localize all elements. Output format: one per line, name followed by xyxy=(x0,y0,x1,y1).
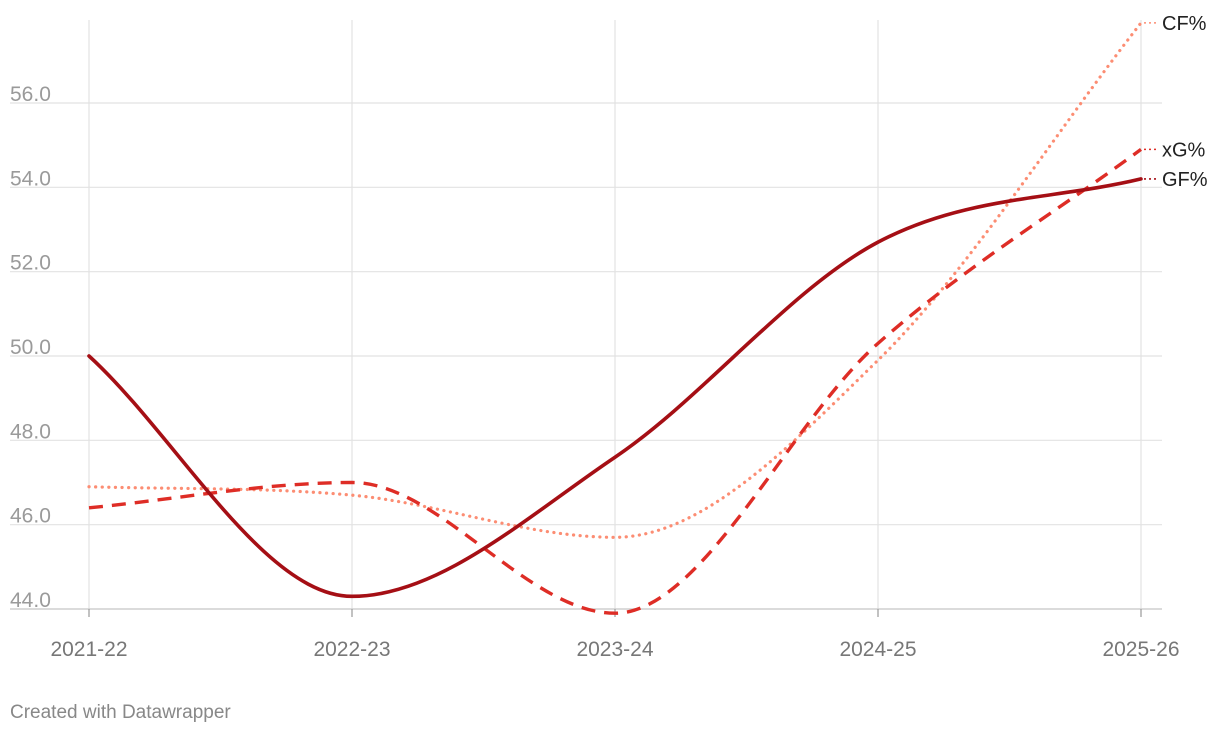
series-labels: CF% xG% GF% xyxy=(1144,13,1208,191)
series-label: CF% xyxy=(1162,13,1207,35)
series-line-xg xyxy=(88,148,1143,615)
y-tick-label: 48.0 xyxy=(10,420,51,443)
y-tick-label: 50.0 xyxy=(10,336,51,359)
x-tick-label: 2024-25 xyxy=(839,638,916,661)
credit-text: Created with Datawrapper xyxy=(10,702,231,723)
x-tick-label: 2021-22 xyxy=(50,638,127,661)
y-tick-label: 52.0 xyxy=(10,252,51,275)
series-label: xG% xyxy=(1162,139,1206,161)
series-line-cf xyxy=(87,21,1143,539)
y-axis-ticks: 44.0 46.0 48.0 50.0 52.0 54.0 56.0 xyxy=(10,83,51,612)
gridlines xyxy=(10,20,1162,610)
y-tick-label: 44.0 xyxy=(10,589,51,612)
y-tick-label: 54.0 xyxy=(10,167,51,190)
x-axis-ticks: 2021-22 2022-23 2023-24 2024-25 2025-26 xyxy=(50,609,1180,661)
series-label: GF% xyxy=(1162,169,1208,191)
x-tick-label: 2025-26 xyxy=(1102,638,1179,661)
y-tick-label: 46.0 xyxy=(10,505,51,528)
series-lines xyxy=(87,21,1143,615)
series-line-gf xyxy=(87,177,1143,599)
x-tick-label: 2022-23 xyxy=(313,638,390,661)
y-tick-label: 56.0 xyxy=(10,83,51,106)
x-tick-label: 2023-24 xyxy=(576,638,653,661)
